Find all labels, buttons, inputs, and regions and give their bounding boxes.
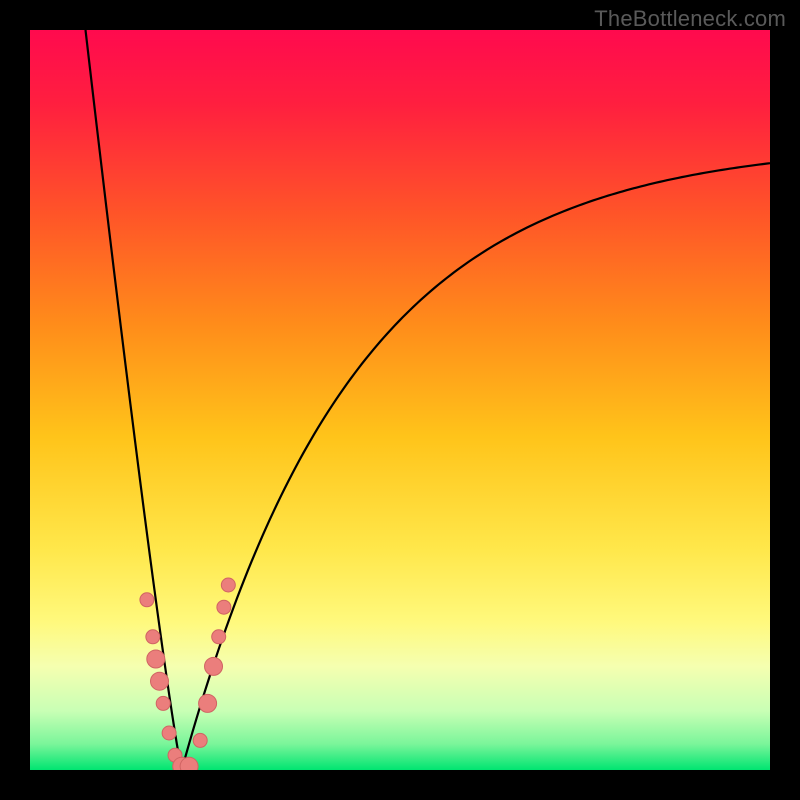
data-marker [156,696,170,710]
plot-background [30,30,770,770]
data-marker [212,630,226,644]
data-marker [162,726,176,740]
data-marker [221,578,235,592]
data-marker [199,694,217,712]
chart-root: TheBottleneck.com [0,0,800,800]
data-marker [151,672,169,690]
data-marker [193,733,207,747]
bottleneck-chart [0,0,800,800]
watermark-text: TheBottleneck.com [594,6,786,32]
data-marker [146,630,160,644]
data-marker [205,657,223,675]
data-marker [217,600,231,614]
data-marker [147,650,165,668]
data-marker [140,593,154,607]
